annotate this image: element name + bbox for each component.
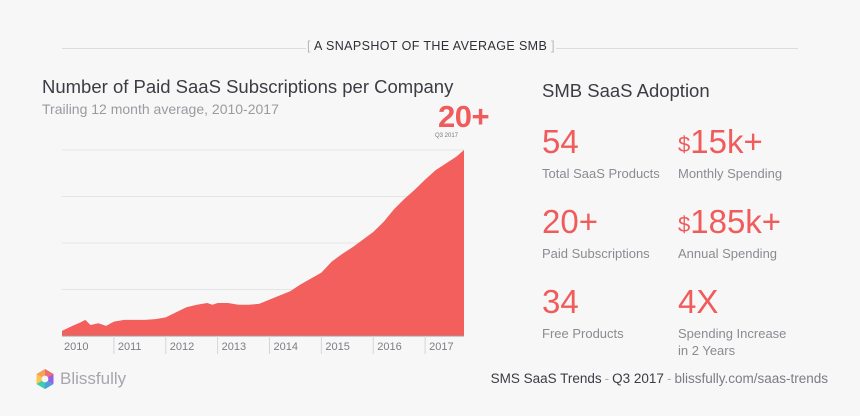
footer-separator: -: [666, 371, 672, 386]
stat-value: 20+: [542, 204, 650, 243]
footer-separator: -: [604, 371, 610, 386]
x-tick-label-2011: 2011: [118, 341, 142, 353]
stat-number: 4X: [678, 283, 719, 320]
stat-value: $15k+: [678, 124, 782, 163]
stat-label: Monthly Spending: [678, 166, 783, 181]
footer-url-link[interactable]: blissfully.com/saas-trends: [674, 371, 828, 386]
x-tick-label-2013: 2013: [222, 341, 246, 353]
stat-number: 15k+: [690, 123, 763, 160]
banner-rule-left: [62, 48, 306, 49]
currency-symbol: $: [678, 212, 691, 237]
stat-label: Spending Increase in 2 Years: [678, 326, 787, 358]
stat-label: Paid Subscriptions: [542, 246, 650, 261]
chart-title: Number of Paid SaaS Subscriptions per Co…: [42, 76, 454, 97]
subscriptions-area: [62, 150, 464, 336]
brand-name: Blissfully: [60, 369, 127, 388]
chart-callout-label: Q3 2017: [435, 133, 459, 139]
footer-credits: SMS SaaS Trends - Q3 2017- blissfully.com/s…: [491, 371, 828, 386]
stat-label: Annual Spending: [678, 246, 778, 261]
stat-label: Free Products: [542, 326, 624, 341]
x-tick-label-2014: 2014: [273, 341, 297, 353]
currency-symbol: $: [678, 132, 691, 157]
stat-label: Total SaaS Products: [542, 166, 660, 181]
banner-rule-right: [556, 48, 798, 49]
x-tick-label-2016: 2016: [377, 341, 401, 353]
stat-paid-subscriptions: 20+ Paid Subscriptions: [542, 204, 650, 262]
footer-report: SMS SaaS Trends: [490, 371, 602, 386]
chart-callout-value: 20+: [438, 99, 490, 134]
stat-value: 4X: [678, 284, 798, 323]
banner-label: A SNAPSHOT OF THE AVERAGE SMB: [314, 39, 548, 53]
x-tick-label-2012: 2012: [170, 341, 194, 353]
blissfully-logo[interactable]: Blissfully: [34, 368, 126, 390]
stat-value: 34: [542, 284, 624, 323]
stat-value: $185k+: [678, 204, 781, 243]
banner-bracket-right: ]: [551, 39, 555, 53]
stat-annual-spending: $185k+ Annual Spending: [678, 204, 781, 262]
x-tick-label-2017: 2017: [429, 341, 453, 353]
stat-number: 20+: [542, 203, 598, 240]
stat-free-products: 34 Free Products: [542, 284, 624, 342]
x-tick-label-2015: 2015: [325, 341, 349, 353]
x-tick-label-2010: 2010: [64, 341, 88, 353]
chart-subtitle: Trailing 12 month average, 2010-2017: [42, 101, 279, 117]
footer-period: Q3 2017: [612, 371, 664, 386]
banner-heading: [ A SNAPSHOT OF THE AVERAGE SMB ]: [306, 39, 556, 53]
stat-total-saas-products: 54 Total SaaS Products: [542, 124, 660, 182]
stat-monthly-spending: $15k+ Monthly Spending: [678, 124, 782, 182]
subscriptions-area-chart: 2010 2011 2012 2013 2014 2015 2016 2017: [62, 149, 464, 354]
stat-number: 54: [542, 123, 579, 160]
blissfully-logo-icon: [36, 369, 54, 389]
stat-number: 34: [542, 283, 579, 320]
stat-number: 185k+: [690, 203, 782, 240]
adoption-title: SMB SaaS Adoption: [542, 80, 710, 101]
stat-spending-increase: 4X Spending Increase in 2 Years: [678, 284, 798, 359]
stat-value: 54: [542, 124, 660, 163]
banner-bracket-left: [: [306, 39, 311, 53]
